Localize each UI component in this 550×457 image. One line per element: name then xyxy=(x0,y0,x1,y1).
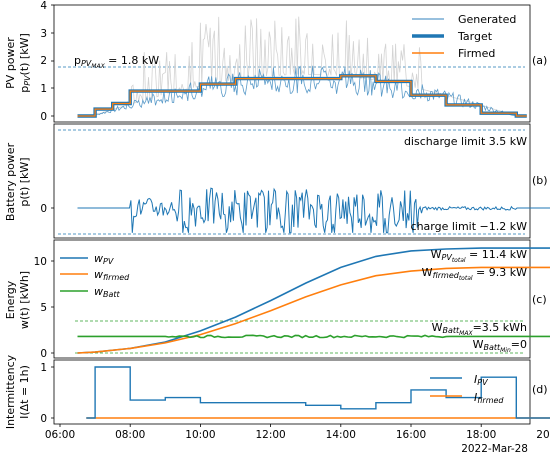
y-tick: 10 xyxy=(34,256,47,268)
legend-entry-generated: Generated xyxy=(458,13,516,26)
panel-a-series-firmed xyxy=(77,75,527,117)
y-tick: 1 xyxy=(40,83,47,95)
panel-a-label: (a) xyxy=(532,54,547,67)
y-tick: 1 xyxy=(40,362,47,374)
panel-c-battmin-label: WBattMin=0 xyxy=(473,338,527,354)
legend-entry-i-pv: IPV xyxy=(474,373,488,387)
x-tick-label: 12:00 xyxy=(255,429,285,441)
panel-a: pPVMAX = 1.8 kW 0 1 2 3 4 PV power pPV(t… xyxy=(4,0,547,123)
y-tick: 4 xyxy=(40,0,47,12)
legend-entry-i-firmed: Ifirmed xyxy=(474,391,504,405)
x-tick-label: 20:00 xyxy=(536,429,550,441)
x-tick-label: 08:00 xyxy=(115,429,145,441)
y-tick: 0 xyxy=(40,348,47,360)
panel-d-frame xyxy=(53,359,531,425)
panel-d-ylabel-line2: I(Δt = 1h) xyxy=(18,365,31,419)
panel-c-ylabel-line1: Energy xyxy=(4,280,17,319)
legend-entry-w-pv: wPV xyxy=(94,252,114,266)
panel-a-pvmax-label: pPVMAX = 1.8 kW xyxy=(74,54,159,70)
panel-b-charge-label: charge limit −1.2 kW xyxy=(411,220,528,233)
panel-c-ylabel-line2: w(t) [kWh] xyxy=(18,271,31,329)
panel-a-ylabel-line2: pPV(t) [kW] xyxy=(18,33,32,93)
x-axis: 06:00 08:00 10:00 12:00 14:00 16:00 18:00 20:00… xyxy=(45,424,550,441)
x-tick-label: 18:00 xyxy=(466,429,496,441)
panel-b-ylabel-line2: p(t) [kW] xyxy=(18,157,31,206)
panel-c-label: (c) xyxy=(532,293,547,306)
panel-b-ylabel-line1: Battery power xyxy=(4,142,17,221)
panel-c-series-w-firmed xyxy=(77,266,550,354)
y-tick: 0 xyxy=(40,203,47,215)
legend-entry-w-batt: wBatt xyxy=(94,285,121,299)
y-tick: 2 xyxy=(40,55,47,67)
panel-d-series-i-pv xyxy=(86,366,550,419)
panel-d-legend: IPV Ifirmed xyxy=(430,373,504,405)
panel-c: WPVtotal = 11.4 kW Wfirmedtotal = 9.3 kW… xyxy=(4,239,550,360)
panel-b: discharge limit 3.5 kW charge limit −1.2… xyxy=(4,123,550,239)
legend-entry-w-firmed: wfirmed xyxy=(94,268,130,282)
x-tick-label: 06:00 xyxy=(45,429,75,441)
panel-a-ylabel-line1: PV power xyxy=(4,37,17,89)
panel-c-wpv-total-label: WPVtotal = 11.4 kW xyxy=(431,248,527,264)
y-tick: 0 xyxy=(40,413,47,425)
panel-c-legend: wPV wfirmed wBatt xyxy=(60,252,130,299)
panel-c-frame xyxy=(53,239,531,359)
panel-d-ylabel-line1: Intermittency xyxy=(4,354,17,429)
y-tick: 3 xyxy=(40,28,47,40)
legend-entry-firmed: Firmed xyxy=(458,47,495,60)
panel-d-label: (d) xyxy=(532,383,548,396)
panel-b-label: (b) xyxy=(532,174,548,187)
panel-b-battery-line xyxy=(77,187,550,234)
y-tick: 0 xyxy=(40,111,47,123)
x-tick-label: 10:00 xyxy=(185,429,215,441)
legend-entry-target: Target xyxy=(457,30,493,43)
panel-d: 0 1 Intermittency I(Δt = 1h) IPV Ifirmed… xyxy=(4,354,550,429)
y-tick: 5 xyxy=(40,302,47,314)
panel-c-series-w-batt xyxy=(77,334,550,339)
panel-a-generated-peaks xyxy=(81,16,527,117)
panel-a-legend: Generated Target Firmed xyxy=(412,13,516,60)
panel-c-battmax-label: WBattMAX=3.5 kWh xyxy=(432,321,527,337)
panel-a-frame xyxy=(53,4,531,123)
panel-b-discharge-label: discharge limit 3.5 kW xyxy=(404,135,527,148)
x-date-label: 2022-Mar-28 xyxy=(461,443,528,455)
panel-b-frame xyxy=(53,123,531,239)
x-tick-label: 16:00 xyxy=(396,429,426,441)
x-tick-label: 14:00 xyxy=(326,429,356,441)
